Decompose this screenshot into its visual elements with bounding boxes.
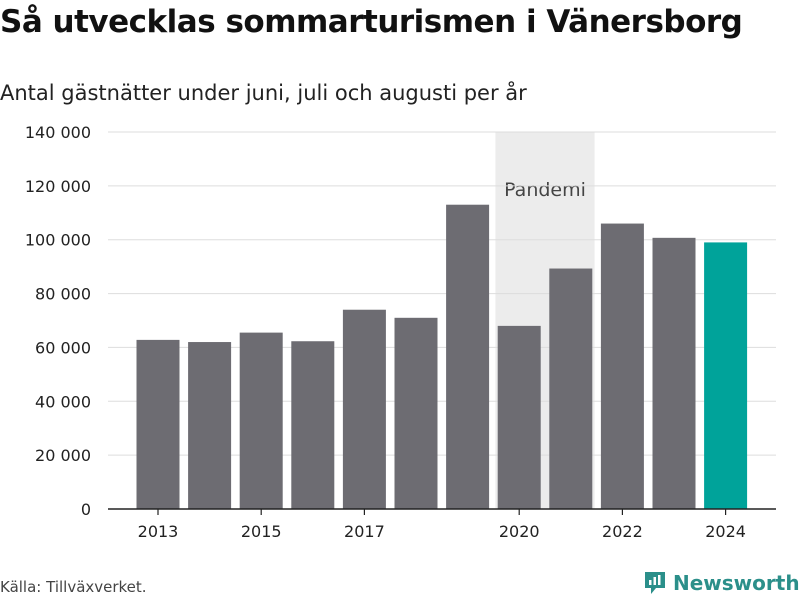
source-note: Källa: Tillväxverket. xyxy=(0,578,147,596)
y-tick-label: 100 000 xyxy=(25,231,91,250)
bar-2017 xyxy=(342,309,386,509)
x-tick-label: 2022 xyxy=(602,522,643,541)
chart-subtitle: Antal gästnätter under juni, juli och au… xyxy=(0,81,527,105)
bar-2021 xyxy=(549,268,593,509)
bar-2016 xyxy=(291,341,335,509)
y-tick-label: 20 000 xyxy=(35,446,91,465)
chart-title: Så utvecklas sommarturismen i Vänersborg xyxy=(0,4,743,40)
bar-2018 xyxy=(394,317,438,509)
newsworthy-logo-icon xyxy=(645,572,665,594)
bar-2023 xyxy=(652,237,696,509)
y-tick-label: 40 000 xyxy=(35,392,91,411)
y-tick-label: 140 000 xyxy=(25,123,91,142)
y-tick-label: 0 xyxy=(81,500,91,519)
bars xyxy=(136,204,748,510)
bar-2013 xyxy=(136,339,180,509)
bar-2014 xyxy=(188,342,232,509)
y-tick-label: 60 000 xyxy=(35,338,91,357)
x-tick-label: 2020 xyxy=(499,522,540,541)
x-tick-label: 2015 xyxy=(241,522,282,541)
bar-2019 xyxy=(446,204,490,509)
annotation-label: Pandemi xyxy=(504,179,586,201)
brand-name: Newsworthy xyxy=(673,571,800,595)
y-tick-label: 80 000 xyxy=(35,285,91,304)
bar-2024 xyxy=(704,242,748,509)
x-tick-label: 2017 xyxy=(344,522,385,541)
axes: 0 20 000 40 000 60 000 80 000 100 000 120 000 1… xyxy=(25,123,776,541)
y-tick-label: 120 000 xyxy=(25,177,91,196)
bar-2020 xyxy=(497,325,541,509)
x-tick-label: 2024 xyxy=(705,522,746,541)
brand-logo: Newsworthy xyxy=(643,570,800,596)
bar-2015 xyxy=(239,332,283,509)
x-tick-label: 2013 xyxy=(138,522,179,541)
bar-2022 xyxy=(600,223,644,510)
